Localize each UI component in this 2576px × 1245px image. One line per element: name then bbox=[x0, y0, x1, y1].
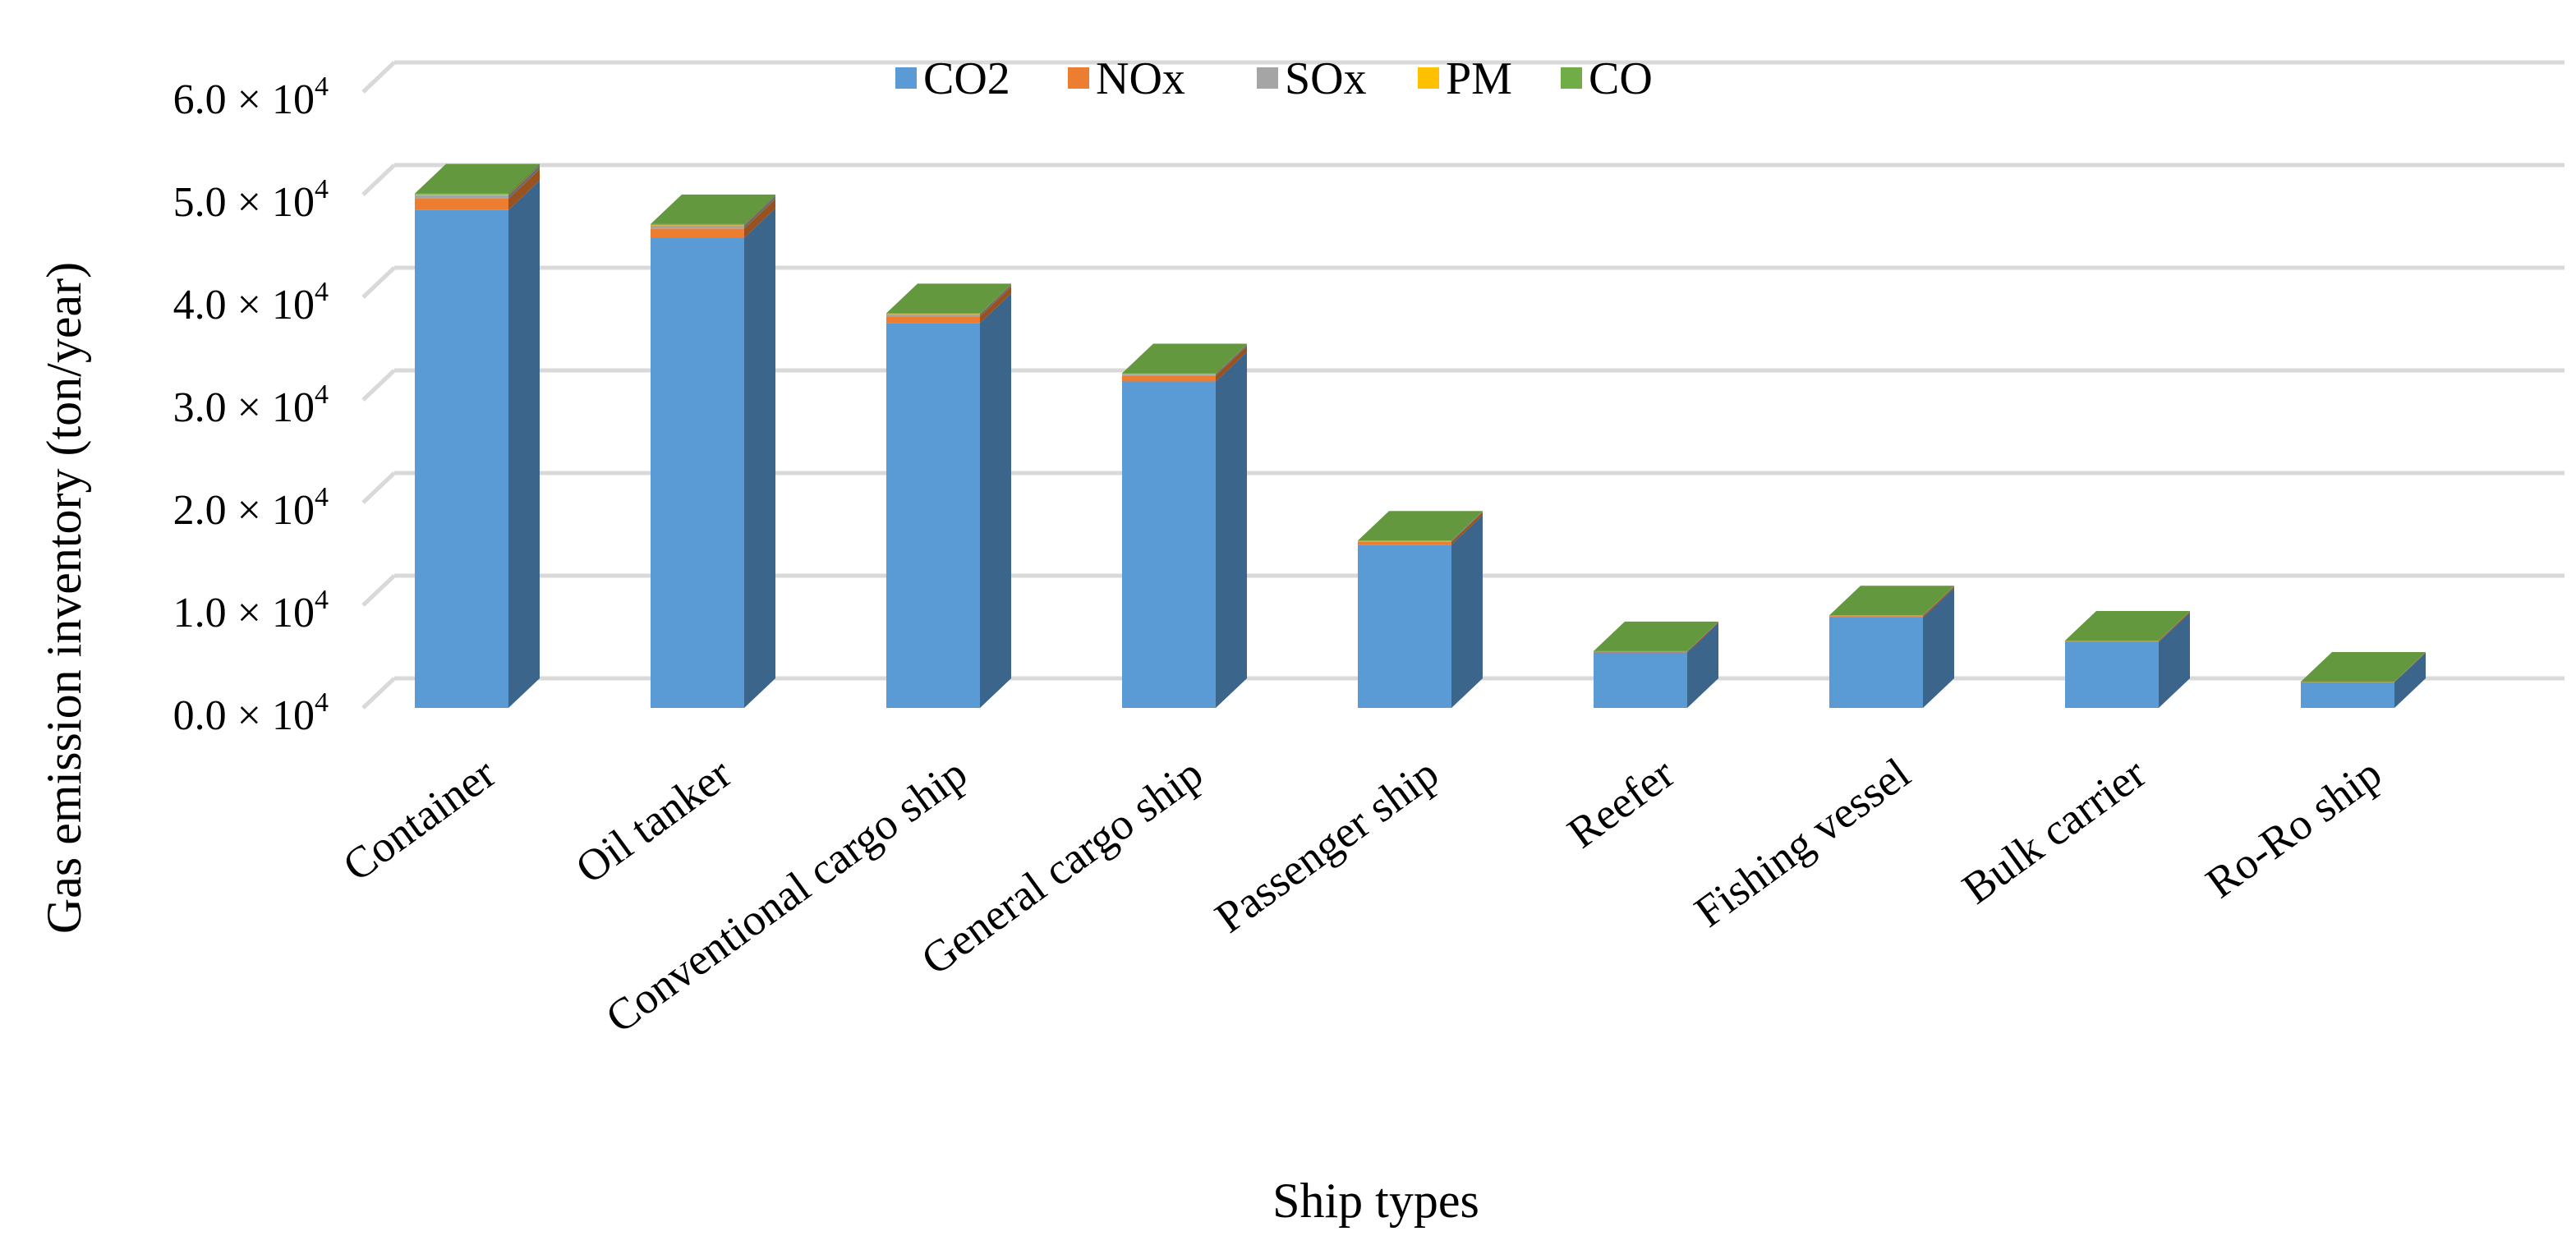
bar-fishing-vessel bbox=[1829, 586, 1954, 708]
bar-reefer bbox=[1594, 621, 1718, 708]
legend-item-nox: NOx bbox=[1068, 53, 1185, 104]
bar-segment-co2 bbox=[651, 208, 775, 708]
bar-segment-sox bbox=[651, 195, 775, 229]
bar-segment-co bbox=[1829, 586, 1954, 616]
bar-segment-pm bbox=[1358, 511, 1483, 542]
legend-item-co: CO bbox=[1561, 53, 1653, 104]
x-tick-label: Ro-Ro ship bbox=[2197, 748, 2391, 907]
bar-segment-nox bbox=[1122, 346, 1247, 382]
bar-container bbox=[415, 163, 540, 708]
bar-segment-sox bbox=[415, 165, 540, 199]
bar-top-face bbox=[1594, 621, 1718, 651]
bar-segment-co2 bbox=[1594, 622, 1718, 708]
bar-bulk-carrier bbox=[2065, 610, 2190, 708]
bar-top-face bbox=[415, 163, 540, 194]
bar-segment-pm bbox=[415, 164, 540, 195]
x-tick-label: Bulk carrier bbox=[1953, 748, 2155, 913]
legend-swatch bbox=[1418, 67, 1439, 89]
y-axis-ticks: 0.0 × 104 1.0 × 104 2.0 × 104 3.0 × 104 4.0 … bbox=[173, 71, 329, 739]
bar-segment-nox bbox=[1829, 586, 1954, 618]
bar-segment-pm bbox=[886, 284, 1011, 315]
bar-oil-tanker bbox=[651, 194, 775, 708]
legend-label: PM bbox=[1446, 53, 1512, 104]
bar-segment-co2 bbox=[415, 180, 540, 708]
legend: CO2 NOx SOx PM CO bbox=[895, 53, 1653, 104]
bar-segment-co2 bbox=[2301, 652, 2426, 708]
bar-segment-co bbox=[1358, 511, 1483, 541]
legend-label: CO2 bbox=[923, 53, 1010, 104]
bar-top-face bbox=[2301, 651, 2426, 682]
gridline-depth-2 bbox=[361, 471, 396, 504]
legend-item-co2: CO2 bbox=[895, 53, 1010, 104]
legend-swatch bbox=[1068, 67, 1089, 89]
x-tick-label: Reefer bbox=[1558, 748, 1683, 857]
y-axis-title: Gas emission inventory (ton/year) bbox=[37, 262, 91, 934]
bar-top-face bbox=[651, 194, 775, 224]
bar-segment-co bbox=[886, 283, 1011, 315]
bar-segment-nox bbox=[651, 199, 775, 238]
bar-passenger-ship bbox=[1358, 511, 1483, 708]
bar-segment-sox bbox=[886, 284, 1011, 317]
y-tick-label: 4.0 × 104 bbox=[173, 277, 329, 328]
legend-swatch bbox=[1257, 67, 1278, 89]
bar-segment-co2 bbox=[886, 293, 1011, 708]
x-tick-label: Oil tanker bbox=[567, 748, 740, 893]
legend-swatch bbox=[895, 67, 917, 89]
bar-segment-co2 bbox=[1122, 351, 1247, 708]
bar-segment-nox bbox=[1358, 512, 1483, 545]
bar-segment-nox bbox=[1594, 622, 1718, 653]
bar-segment-pm bbox=[651, 195, 775, 226]
gridline-depth-5 bbox=[361, 163, 396, 196]
legend-label: CO bbox=[1589, 53, 1653, 104]
bar-segment-nox bbox=[2065, 611, 2190, 642]
legend-label: NOx bbox=[1096, 53, 1185, 104]
bar-segment-co2 bbox=[2065, 613, 2190, 708]
bar-segment-nox bbox=[415, 169, 540, 210]
bars bbox=[415, 163, 2426, 708]
bar-segment-sox bbox=[1122, 344, 1247, 376]
bar-top-face bbox=[886, 283, 1011, 314]
gridline-depth-3 bbox=[361, 369, 396, 402]
bar-segment-co bbox=[2065, 610, 2190, 641]
legend-swatch bbox=[1561, 67, 1582, 89]
bar-segment-co bbox=[2301, 651, 2426, 682]
y-tick-label: 6.0 × 104 bbox=[173, 71, 329, 123]
bar-segment-co2 bbox=[1829, 588, 1954, 708]
bar-top-face bbox=[1358, 511, 1483, 541]
y-tick-label: 3.0 × 104 bbox=[173, 379, 329, 431]
x-axis-title: Ship types bbox=[1272, 1174, 1479, 1228]
x-tick-label: Fishing vessel bbox=[1686, 748, 1919, 936]
bar-segment-co bbox=[1594, 621, 1718, 652]
legend-label: SOx bbox=[1285, 53, 1367, 104]
y-tick-label: 2.0 × 104 bbox=[173, 482, 329, 534]
gridline-depth-6 bbox=[361, 61, 396, 94]
bar-top-face bbox=[1122, 343, 1247, 374]
bar-segment-sox bbox=[1358, 511, 1483, 542]
x-tick-label: Passenger ship bbox=[1206, 748, 1447, 942]
gridline-depth-1 bbox=[361, 574, 396, 607]
bar-segment-co bbox=[415, 163, 540, 195]
bar-general-cargo-ship bbox=[1122, 343, 1247, 708]
gridline-depth-0 bbox=[361, 677, 396, 710]
y-tick-label: 0.0 × 104 bbox=[173, 687, 329, 739]
bar-ro-ro-ship bbox=[2301, 651, 2426, 708]
bar-segment-co bbox=[651, 194, 775, 225]
bar-segment-co2 bbox=[1358, 515, 1483, 708]
y-tick-label: 5.0 × 104 bbox=[173, 174, 329, 226]
bar-segment-co bbox=[1122, 343, 1247, 374]
legend-item-pm: PM bbox=[1418, 53, 1512, 104]
bar-top-face bbox=[2065, 610, 2190, 641]
bar-segment-nox bbox=[886, 287, 1011, 324]
bar-segment-pm bbox=[1122, 344, 1247, 374]
bar-top-face bbox=[1829, 586, 1954, 616]
legend-item-sox: SOx bbox=[1257, 53, 1367, 104]
gridline-depth-4 bbox=[361, 266, 396, 299]
y-tick-label: 1.0 × 104 bbox=[173, 585, 329, 636]
bar-conventional-cargo-ship bbox=[886, 283, 1011, 708]
x-tick-label: Container bbox=[334, 748, 505, 891]
